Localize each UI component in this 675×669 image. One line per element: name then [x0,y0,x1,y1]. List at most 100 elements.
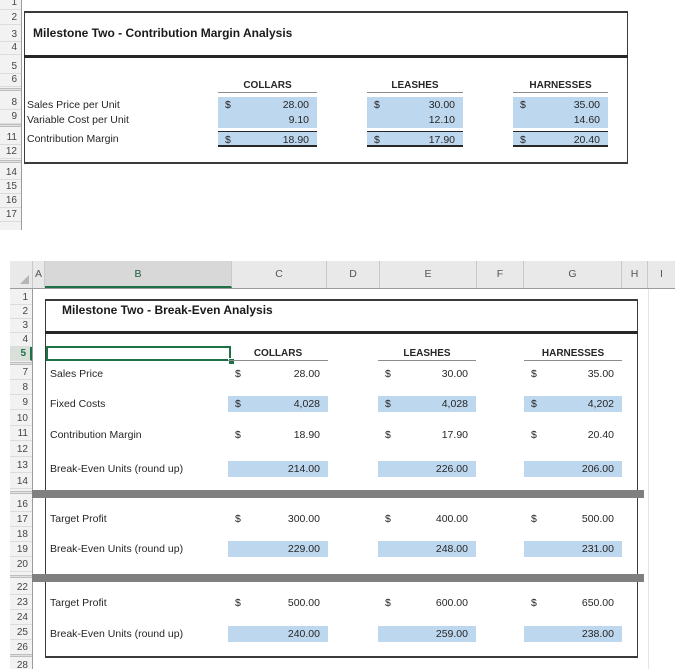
value-cell[interactable]: $ 500.00 [228,595,328,611]
value-cell[interactable]: $ 20.40 [524,427,622,443]
row-number[interactable]: 14 [10,475,32,489]
row-number[interactable]: 7 [10,366,32,380]
value-cell[interactable]: $ 17.90 [378,427,476,443]
value-cell[interactable]: 259.00 [378,626,476,642]
row-number[interactable]: 8 [10,381,32,395]
row-number[interactable]: 14 [0,166,21,180]
row-number[interactable]: 22 [10,581,32,595]
value-cell[interactable]: $ 35.00 [513,97,608,112]
row-label-cell[interactable]: Sales Price [50,368,104,380]
value-cell[interactable]: $ 17.90 [367,131,463,147]
row-number[interactable]: 11 [10,427,32,441]
row-label-cell[interactable]: Variable Cost per Unit [27,114,129,126]
row-number[interactable]: 1 [10,291,32,305]
value-cell[interactable]: $ 20.40 [513,131,608,147]
value-cell[interactable]: $ 500.00 [524,511,622,527]
row-number[interactable]: 16 [0,194,21,208]
value-cell[interactable]: 9.10 [218,112,317,128]
value-cell[interactable]: 248.00 [378,541,476,557]
row-number[interactable]: 9 [0,110,21,124]
row-number[interactable]: 12 [10,443,32,457]
row-number-selected[interactable]: 5 [10,347,32,361]
select-all-button[interactable] [10,261,33,288]
row-number[interactable]: 24 [10,611,32,625]
value-cell[interactable]: $ 18.90 [228,427,328,443]
column-header-leashes[interactable]: LEASHES [367,79,463,93]
value-cell[interactable]: $ 4,202 [524,396,622,412]
row-label-cell[interactable]: Target Profit [50,513,107,525]
value-cell[interactable]: 231.00 [524,541,622,557]
column-header-leashes[interactable]: LEASHES [378,347,476,361]
value-cell[interactable]: $ 600.00 [378,595,476,611]
row-number[interactable]: 28 [10,659,32,669]
row-number[interactable]: 17 [0,208,21,222]
value-cell[interactable]: 206.00 [524,461,622,477]
row-number[interactable]: 25 [10,626,32,640]
column-letter-a[interactable]: A [33,261,45,288]
row-number[interactable]: 15 [0,180,21,194]
column-letter-b[interactable]: B [45,261,232,288]
row-number[interactable]: 18 [10,528,32,542]
row-label-cell[interactable]: Contribution Margin [50,429,142,441]
row-label-cell[interactable]: Sales Price per Unit [27,99,120,111]
value-cell[interactable]: $ 4,028 [378,396,476,412]
row-label-cell[interactable]: Break-Even Units (round up) [50,628,184,640]
column-header-harnesses[interactable]: HARNESSES [524,347,622,361]
value-cell[interactable]: $ 35.00 [524,366,622,382]
row-number[interactable]: 4 [10,333,32,347]
column-letter-h[interactable]: H [622,261,648,288]
row-number[interactable]: 6 [0,73,21,87]
row-number[interactable]: 3 [10,319,32,333]
value-cell[interactable]: $ 28.00 [228,366,328,382]
row-number[interactable]: 26 [10,641,32,655]
column-header-collars[interactable]: COLLARS [218,79,317,93]
sheet1-title[interactable]: Milestone Two - Contribution Margin Anal… [33,26,293,40]
value-cell[interactable]: $ 30.00 [378,366,476,382]
row-label-cell[interactable]: Contribution Margin [27,133,119,145]
value-cell[interactable]: 240.00 [228,626,328,642]
row-number[interactable]: 2 [0,11,21,25]
column-letter-g[interactable]: G [524,261,622,288]
value-cell[interactable]: $ 30.00 [367,97,463,112]
value-cell[interactable]: 238.00 [524,626,622,642]
column-letter-i[interactable]: I [660,268,663,280]
row-number[interactable]: 12 [0,145,21,159]
row-number[interactable]: 11 [0,131,21,145]
column-letter-c[interactable]: C [232,261,327,288]
row-label-cell[interactable]: Fixed Costs [50,398,106,410]
row-number[interactable]: 17 [10,513,32,527]
row-label-cell[interactable]: Break-Even Units (round up) [50,463,184,475]
row-number[interactable]: 10 [10,412,32,426]
value-cell[interactable]: $ 650.00 [524,595,622,611]
value-cell[interactable]: $ 4,028 [228,396,328,412]
row-number[interactable]: 8 [0,96,21,110]
row-number[interactable]: 4 [0,41,21,55]
sheet2-title[interactable]: Milestone Two - Break-Even Analysis [62,303,273,317]
fill-handle[interactable] [228,358,235,365]
column-letter-f[interactable]: F [477,261,524,288]
value-cell[interactable]: $ 28.00 [218,97,317,112]
row-number[interactable]: 20 [10,558,32,572]
row-label-cell[interactable]: Target Profit [50,597,107,609]
row-number[interactable]: 23 [10,596,32,610]
value-cell[interactable]: $ 400.00 [378,511,476,527]
row-number[interactable]: 16 [10,498,32,512]
column-letter-e[interactable]: E [380,261,477,288]
row-number[interactable]: 3 [0,28,21,42]
value-cell[interactable]: 14.60 [513,112,608,128]
row-number[interactable]: 1 [0,0,21,10]
column-header-collars[interactable]: COLLARS [228,347,328,361]
value-cell[interactable]: $ 18.90 [218,131,317,147]
column-header-harnesses[interactable]: HARNESSES [513,79,608,93]
value-cell[interactable]: 12.10 [367,112,463,128]
row-number[interactable]: 9 [10,396,32,410]
row-label-cell[interactable]: Break-Even Units (round up) [50,543,184,555]
row-number[interactable]: 2 [10,305,32,319]
value-cell[interactable]: 214.00 [228,461,328,477]
value-cell[interactable]: 229.00 [228,541,328,557]
row-number[interactable]: 5 [0,60,21,74]
row-number[interactable]: 13 [10,459,32,473]
value-cell[interactable]: 226.00 [378,461,476,477]
column-letter-d[interactable]: D [327,261,380,288]
row-number[interactable]: 19 [10,543,32,557]
